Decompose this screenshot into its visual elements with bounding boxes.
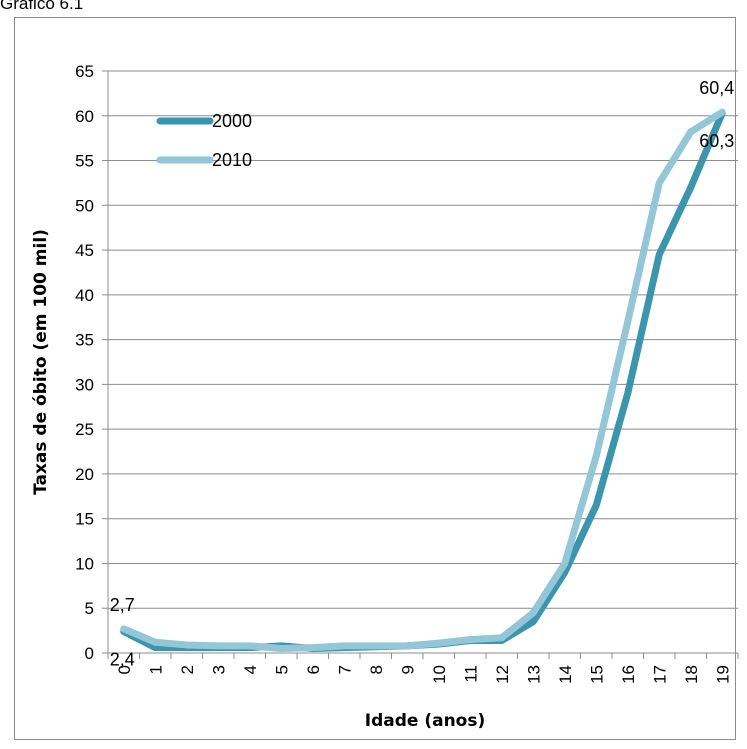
x-tick-label: 17 — [650, 665, 669, 684]
x-tick-label: 0 — [115, 665, 134, 674]
x-tick-label: 13 — [524, 665, 543, 684]
y-tick-label: 25 — [75, 420, 94, 439]
y-tick-labels: 0 5 10 15 20 25 30 35 40 45 50 55 60 65 — [75, 62, 94, 663]
x-tick-label: 15 — [587, 665, 606, 684]
x-tick-label: 12 — [493, 665, 512, 684]
x-tick-label: 7 — [335, 665, 354, 674]
x-tick-label: 5 — [272, 665, 291, 674]
x-tick-label: 9 — [398, 665, 417, 674]
y-tick-label: 40 — [75, 286, 94, 305]
figure-caption: Gráfico 6.1 — [0, 0, 84, 13]
y-tick-label: 5 — [85, 599, 94, 618]
y-tick-label: 0 — [85, 644, 94, 663]
series-lines — [120, 108, 726, 653]
y-tick-label: 15 — [75, 510, 94, 529]
y-tick-label: 20 — [75, 465, 94, 484]
x-tick-label: 3 — [209, 665, 228, 674]
x-tick-label: 1 — [146, 665, 165, 674]
x-tick-label: 6 — [304, 665, 323, 674]
x-tick-label: 14 — [556, 665, 575, 684]
y-tick-label: 65 — [75, 62, 94, 81]
y-tick-label: 55 — [75, 152, 94, 171]
y-tick-label: 60 — [75, 107, 94, 126]
x-tick-label: 2 — [178, 665, 197, 674]
x-tick-labels: 0 1 2 3 4 5 6 7 8 9 10 11 12 13 14 15 16 17 18 19 — [115, 665, 733, 684]
x-tick-label: 4 — [241, 665, 260, 674]
x-tick-label: 8 — [367, 665, 386, 674]
x-axis-title: Idade (anos) — [365, 711, 486, 731]
y-tick-label: 50 — [75, 196, 94, 215]
y-axis-title: Taxas de óbito (em 100 mil) — [31, 229, 51, 495]
series-line-2010 — [120, 108, 726, 653]
legend-label-2010: 2010 — [212, 150, 252, 170]
x-tick-label: 10 — [430, 665, 449, 684]
legend-label-2000: 2000 — [212, 111, 252, 131]
y-tick-label: 45 — [75, 241, 94, 260]
x-tick-label: 19 — [713, 665, 732, 684]
data-label: 2,4 — [110, 650, 135, 670]
legend: 2000 2010 — [156, 111, 252, 170]
x-tick-label: 11 — [461, 665, 480, 683]
data-label: 60,4 — [699, 78, 734, 98]
x-tick-label: 18 — [682, 665, 701, 684]
data-label: 2,7 — [110, 595, 135, 615]
y-tick-label: 10 — [75, 554, 94, 573]
series-line-2000 — [120, 109, 726, 653]
y-tick-label: 35 — [75, 331, 94, 350]
y-tick-label: 30 — [75, 375, 94, 394]
data-labels: 2,7 2,4 60,4 60,3 — [110, 78, 735, 669]
data-label: 60,3 — [699, 131, 734, 151]
x-tick-label: 16 — [619, 665, 638, 684]
